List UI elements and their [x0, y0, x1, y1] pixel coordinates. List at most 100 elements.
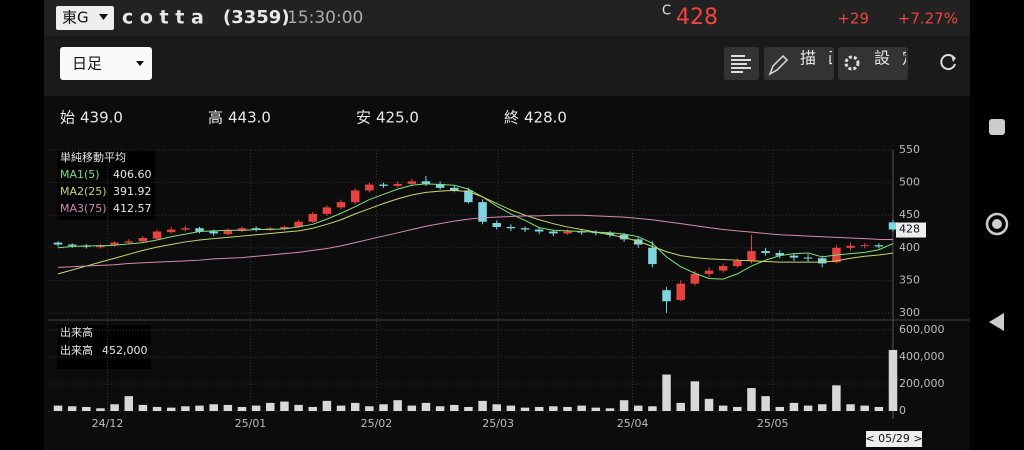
draw-button[interactable]: [764, 47, 834, 80]
candle-body: [605, 232, 615, 235]
date-badge-bg: [866, 431, 922, 447]
candle-body: [662, 290, 671, 302]
candle-body: [393, 183, 402, 186]
candle-body: [110, 242, 119, 246]
candle-body: [421, 181, 431, 184]
ma-name: MA3(75): [60, 202, 107, 215]
candle-body: [520, 228, 530, 230]
nav-back[interactable]: [989, 313, 1004, 331]
candle-body: [407, 181, 417, 184]
ma-value: 391.92: [113, 185, 152, 198]
volume-bar: [704, 398, 714, 411]
stock-name: c o t t a: [122, 7, 204, 29]
candle-body: [322, 207, 332, 214]
candle-body: [350, 190, 360, 203]
volume-bar: [209, 404, 218, 411]
candle-body: [718, 266, 728, 271]
volume-bar: [464, 406, 473, 411]
y-tick-label: 400,000: [899, 350, 945, 363]
volume-bar: [563, 406, 572, 411]
candle-body: [379, 184, 388, 186]
y-tick-label: 550: [899, 143, 920, 156]
candle-body: [308, 213, 317, 222]
chart-bg: [44, 96, 970, 450]
volume-bar: [407, 405, 417, 411]
y-tick-label: 400: [899, 241, 920, 254]
volume-legend-bg: [57, 325, 151, 369]
refresh-icon[interactable]: [940, 54, 956, 71]
candle-body: [181, 228, 190, 230]
last-price-tag: [896, 222, 926, 238]
volume-bar: [747, 388, 756, 411]
candle-body: [761, 251, 770, 254]
volume-bar: [67, 406, 77, 411]
candle-body: [817, 258, 827, 264]
volume-bar: [266, 402, 275, 411]
volume-bar: [690, 381, 700, 411]
x-tick-label: 25/01: [235, 417, 267, 430]
ohlc-value: 428.0: [524, 109, 567, 127]
candle-body: [53, 242, 63, 245]
candle-body: [690, 273, 700, 284]
volume-bar: [336, 405, 346, 411]
volume-bar: [393, 400, 402, 411]
period: 日足: [72, 55, 102, 73]
date-badge: < 05/29 >: [865, 432, 922, 445]
volume-bar: [817, 404, 827, 411]
candle-body: [860, 245, 869, 247]
y-tick-label: 600,000: [899, 323, 945, 336]
candle-body: [138, 238, 148, 242]
last-price-label: 428: [899, 223, 920, 236]
volume-bar: [634, 405, 643, 411]
volume-bar: [223, 404, 233, 411]
volume-bar: [789, 402, 799, 411]
volume-bar: [294, 404, 303, 411]
volume-bar: [82, 406, 91, 411]
period-select[interactable]: [60, 47, 152, 80]
ohlc-label: 安: [356, 109, 371, 127]
nav-home[interactable]: [985, 212, 1009, 236]
candle-body: [266, 228, 275, 230]
volume-bar: [435, 406, 445, 411]
nav-home-dot: [992, 219, 1002, 229]
volume-bar: [322, 400, 332, 411]
volume-title: 出来高: [60, 325, 93, 339]
indicator-icon: [731, 55, 751, 73]
candle-body: [124, 241, 134, 243]
candle-body: [888, 222, 898, 230]
volume-bar: [577, 405, 586, 411]
candle-body: [747, 251, 756, 261]
candle-body: [733, 260, 742, 267]
candle-body: [336, 202, 346, 208]
dropdown-arrow: [99, 14, 108, 20]
settings-button[interactable]: [838, 47, 908, 80]
volume-bar: [181, 406, 190, 411]
volume-bar: [421, 402, 431, 411]
change: +29: [837, 10, 869, 28]
price: 428: [676, 5, 718, 30]
settings-label-clip: 設定: [874, 49, 930, 68]
nav-recent[interactable]: [989, 119, 1005, 135]
header-bar: [44, 0, 970, 36]
gear-icon: [844, 55, 860, 71]
x-tick-label: 25/05: [757, 417, 789, 430]
ma-legend-bg: [57, 150, 155, 220]
candle-body: [166, 229, 176, 233]
candle-body: [534, 229, 544, 232]
ohlc-label: 始: [60, 109, 75, 127]
volume-bar: [237, 406, 247, 411]
candle-body: [450, 187, 459, 191]
settings-label: 設定: [874, 49, 930, 68]
x-tick-label: 25/03: [482, 417, 514, 430]
candle-body: [648, 247, 657, 265]
candle-body: [789, 255, 799, 258]
ma-line: [57, 214, 894, 268]
candle-body: [704, 270, 714, 274]
x-tick-label: 25/04: [617, 417, 649, 430]
change-pct: +7.27%: [898, 10, 958, 28]
ohlc-label: 高: [208, 109, 223, 127]
market-select[interactable]: [56, 6, 114, 30]
volume-bar: [280, 401, 289, 411]
volume-bar: [733, 406, 742, 411]
